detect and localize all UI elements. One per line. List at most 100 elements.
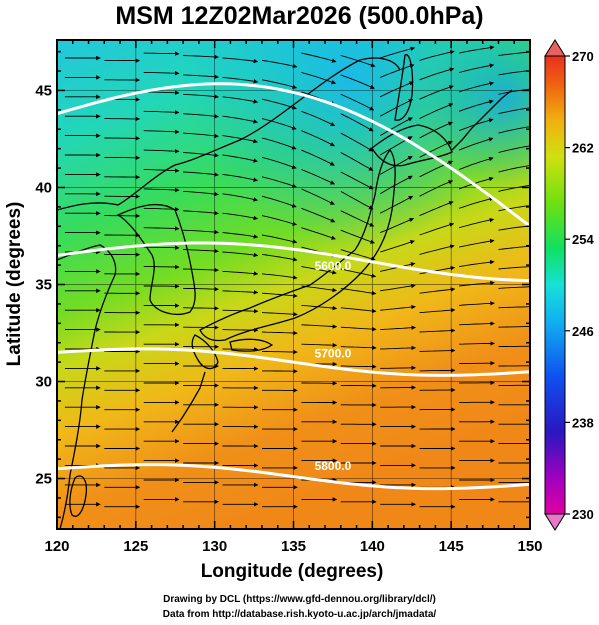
streamline [261, 156, 297, 169]
y-tick-label: 40 [35, 179, 52, 196]
streamline [261, 176, 297, 188]
x-tick-label: 120 [44, 538, 69, 555]
streamline [183, 267, 219, 273]
streamline [419, 160, 454, 178]
height-contour [57, 82, 530, 228]
streamline [301, 246, 337, 258]
streamline [498, 124, 530, 134]
streamline [301, 169, 336, 185]
temperature-field [57, 40, 530, 529]
taiwan [69, 475, 88, 517]
streamline [380, 262, 416, 272]
streamline [222, 232, 259, 239]
streamline [459, 238, 495, 248]
x-axis-label: Longitude (degrees) [201, 561, 384, 582]
credit-line-drawing: Drawing by DCL (https://www.gfd-dennou.o… [163, 594, 436, 605]
korean-peninsula [116, 203, 196, 315]
cold-region-east [57, 40, 530, 529]
streamline [459, 321, 495, 326]
streamline [458, 81, 495, 93]
streamline [183, 210, 219, 216]
colorbar-tick-label: 270 [572, 49, 594, 64]
streamline [459, 45, 495, 54]
streamline [379, 117, 413, 136]
streamline [498, 86, 530, 95]
streamline [261, 79, 298, 89]
streamline [301, 285, 337, 293]
streamline [340, 55, 376, 68]
streamline [301, 149, 335, 166]
streamline [458, 99, 494, 112]
streamline [301, 130, 335, 147]
streamline [301, 304, 338, 311]
streamline [419, 140, 453, 158]
shikoku [229, 338, 274, 352]
streamline [458, 63, 495, 73]
streamline [340, 307, 377, 314]
streamline [222, 270, 259, 276]
y-tick-label: 45 [35, 82, 52, 99]
coastlines [57, 54, 513, 529]
streamline [340, 364, 377, 369]
colorbar-body [544, 55, 566, 515]
streamline [183, 286, 219, 292]
streamline [498, 284, 530, 290]
streamline [261, 195, 297, 208]
streamline [419, 265, 456, 275]
streamline [419, 85, 454, 100]
streamline [419, 201, 454, 217]
colorbar-top-triangle [544, 39, 566, 57]
streamline [222, 76, 259, 84]
x-tick-label: 140 [360, 538, 385, 555]
streamline [301, 324, 338, 329]
streamline [222, 290, 259, 295]
streamline [340, 345, 377, 350]
x-tick-label: 145 [439, 538, 464, 555]
streamline [380, 240, 415, 253]
streamline [380, 81, 414, 98]
streamline [222, 327, 259, 333]
streamline [459, 341, 495, 346]
streamline [340, 74, 375, 89]
streamline [143, 70, 180, 76]
streamline [498, 223, 530, 231]
streamline [419, 368, 456, 373]
colorbar: 270 262 254 246 238 230 [544, 39, 594, 531]
kyushu [191, 334, 219, 370]
streamline [183, 171, 219, 177]
streamline [222, 154, 258, 163]
streamline [261, 234, 298, 244]
colorbar-bottom-triangle [544, 513, 566, 531]
cold-region [57, 40, 530, 529]
streamline [498, 304, 530, 309]
streamline [380, 304, 416, 311]
kuril-islands [451, 89, 513, 151]
streamline [498, 163, 530, 173]
streamline [301, 227, 336, 240]
contour-label: 5700.0 [315, 346, 352, 360]
x-tick-label: 125 [123, 538, 148, 555]
streamline [380, 345, 416, 351]
streamline [261, 98, 297, 110]
streamline [301, 361, 338, 367]
streamline [379, 136, 413, 156]
streamline [183, 248, 219, 254]
streamline [380, 325, 416, 331]
streamline [458, 217, 495, 229]
streamline [379, 155, 413, 175]
x-tick-labels: 120 125 130 135 140 145 150 [44, 538, 542, 555]
streamline [380, 283, 416, 292]
credit-line-data: Data from http://database.rish.kyoto-u.a… [162, 609, 437, 620]
streamline [419, 307, 456, 314]
streamline [340, 93, 375, 111]
streamline [143, 90, 180, 96]
streamline [379, 99, 414, 117]
streamline [340, 326, 377, 332]
colorbar-tick-label: 262 [572, 141, 594, 156]
streamline [143, 207, 180, 212]
streamline [301, 207, 336, 223]
streamline [498, 49, 530, 56]
streamline [419, 222, 455, 236]
streamline [459, 259, 495, 268]
contour-label: 5800.0 [315, 459, 352, 473]
